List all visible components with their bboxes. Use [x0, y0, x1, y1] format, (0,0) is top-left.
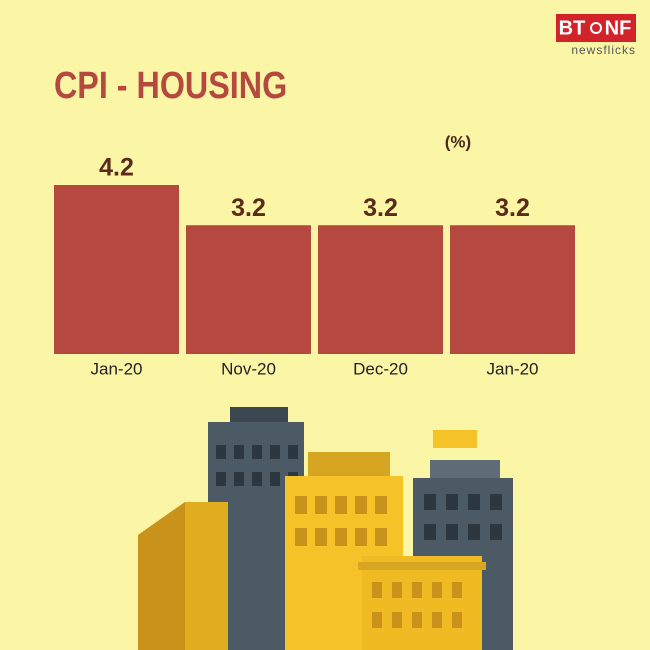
buildings — [138, 407, 513, 650]
bar — [54, 185, 179, 354]
value-label: 3.2 — [495, 194, 530, 222]
building — [138, 502, 185, 650]
logo-right: NF — [605, 17, 632, 39]
x-tick-label: Dec-20 — [353, 359, 408, 378]
logo-tagline: newsflicks — [571, 43, 636, 57]
value-label: 4.2 — [99, 154, 134, 182]
logo: BT NF newsflicks — [556, 14, 636, 57]
value-label: 3.2 — [231, 194, 266, 222]
x-tick-label: Jan-20 — [487, 359, 539, 378]
x-tick-label: Jan-20 — [91, 359, 143, 378]
bar — [318, 225, 443, 354]
plot: 4.2 Jan-20 3.2 Nov-20 3.2 Dec-20 3.2 Jan-20 — [54, 154, 575, 378]
value-label: 3.2 — [363, 194, 398, 222]
building — [358, 562, 486, 570]
building — [362, 556, 482, 650]
bar — [186, 225, 311, 354]
logo-box — [556, 14, 636, 42]
building — [230, 407, 288, 425]
unit-label: (%) — [445, 132, 471, 151]
chart-title: CPI - HOUSING — [54, 65, 287, 107]
building — [308, 452, 390, 476]
logo-icon — [590, 22, 602, 34]
logo-left: BT — [559, 17, 586, 39]
x-tick-label: Nov-20 — [221, 359, 276, 378]
building — [430, 460, 500, 478]
building — [433, 430, 477, 448]
bar — [450, 225, 575, 354]
